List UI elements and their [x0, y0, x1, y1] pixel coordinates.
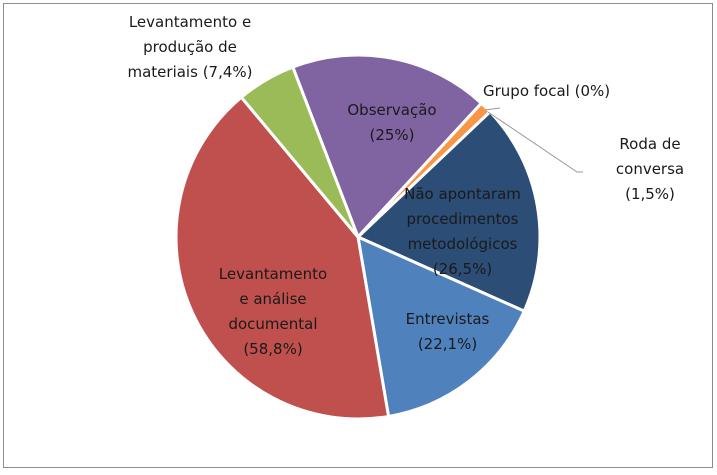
- value-label: (7,4%): [202, 63, 253, 81]
- slice-label: Levantamento e produção de materiais (7,…: [115, 10, 265, 85]
- value-label: (22,1%): [417, 335, 478, 353]
- value-label: (1,5%): [625, 185, 675, 203]
- slice-label: Não apontaram procedimentos metodológico…: [390, 182, 535, 282]
- category-name: Levantamento e produção de materiais: [127, 13, 252, 81]
- value-label: (26,5%): [432, 260, 493, 278]
- slice-label: Roda de conversa (1,5%): [590, 132, 710, 207]
- pie-slice: [174, 95, 391, 421]
- category-name: Não apontaram procedimentos metodológico…: [404, 185, 521, 253]
- slice-label: Grupo focal (0%): [483, 79, 633, 104]
- pie-slice: [290, 53, 484, 240]
- pie-slice: [356, 234, 527, 419]
- slice-label: Levantamento e análise documental (58,8%…: [213, 262, 333, 362]
- leader-line: [487, 111, 583, 173]
- pie-slice: [239, 65, 360, 238]
- category-name: Grupo focal: [483, 82, 570, 100]
- value-label: (25%): [369, 126, 415, 144]
- category-name: Levantamento e análise documental: [218, 265, 328, 333]
- category-name: Entrevistas: [405, 310, 490, 328]
- slice-label: Observação (25%): [337, 98, 447, 148]
- value-label: (58,8%): [243, 340, 303, 358]
- category-name: Observação: [347, 101, 437, 119]
- value-label: (0%): [574, 82, 611, 100]
- slice-label: Entrevistas (22,1%): [390, 307, 505, 357]
- pie-slice: [355, 109, 542, 314]
- leader-line: [484, 107, 501, 111]
- category-name: Roda de conversa: [615, 135, 685, 178]
